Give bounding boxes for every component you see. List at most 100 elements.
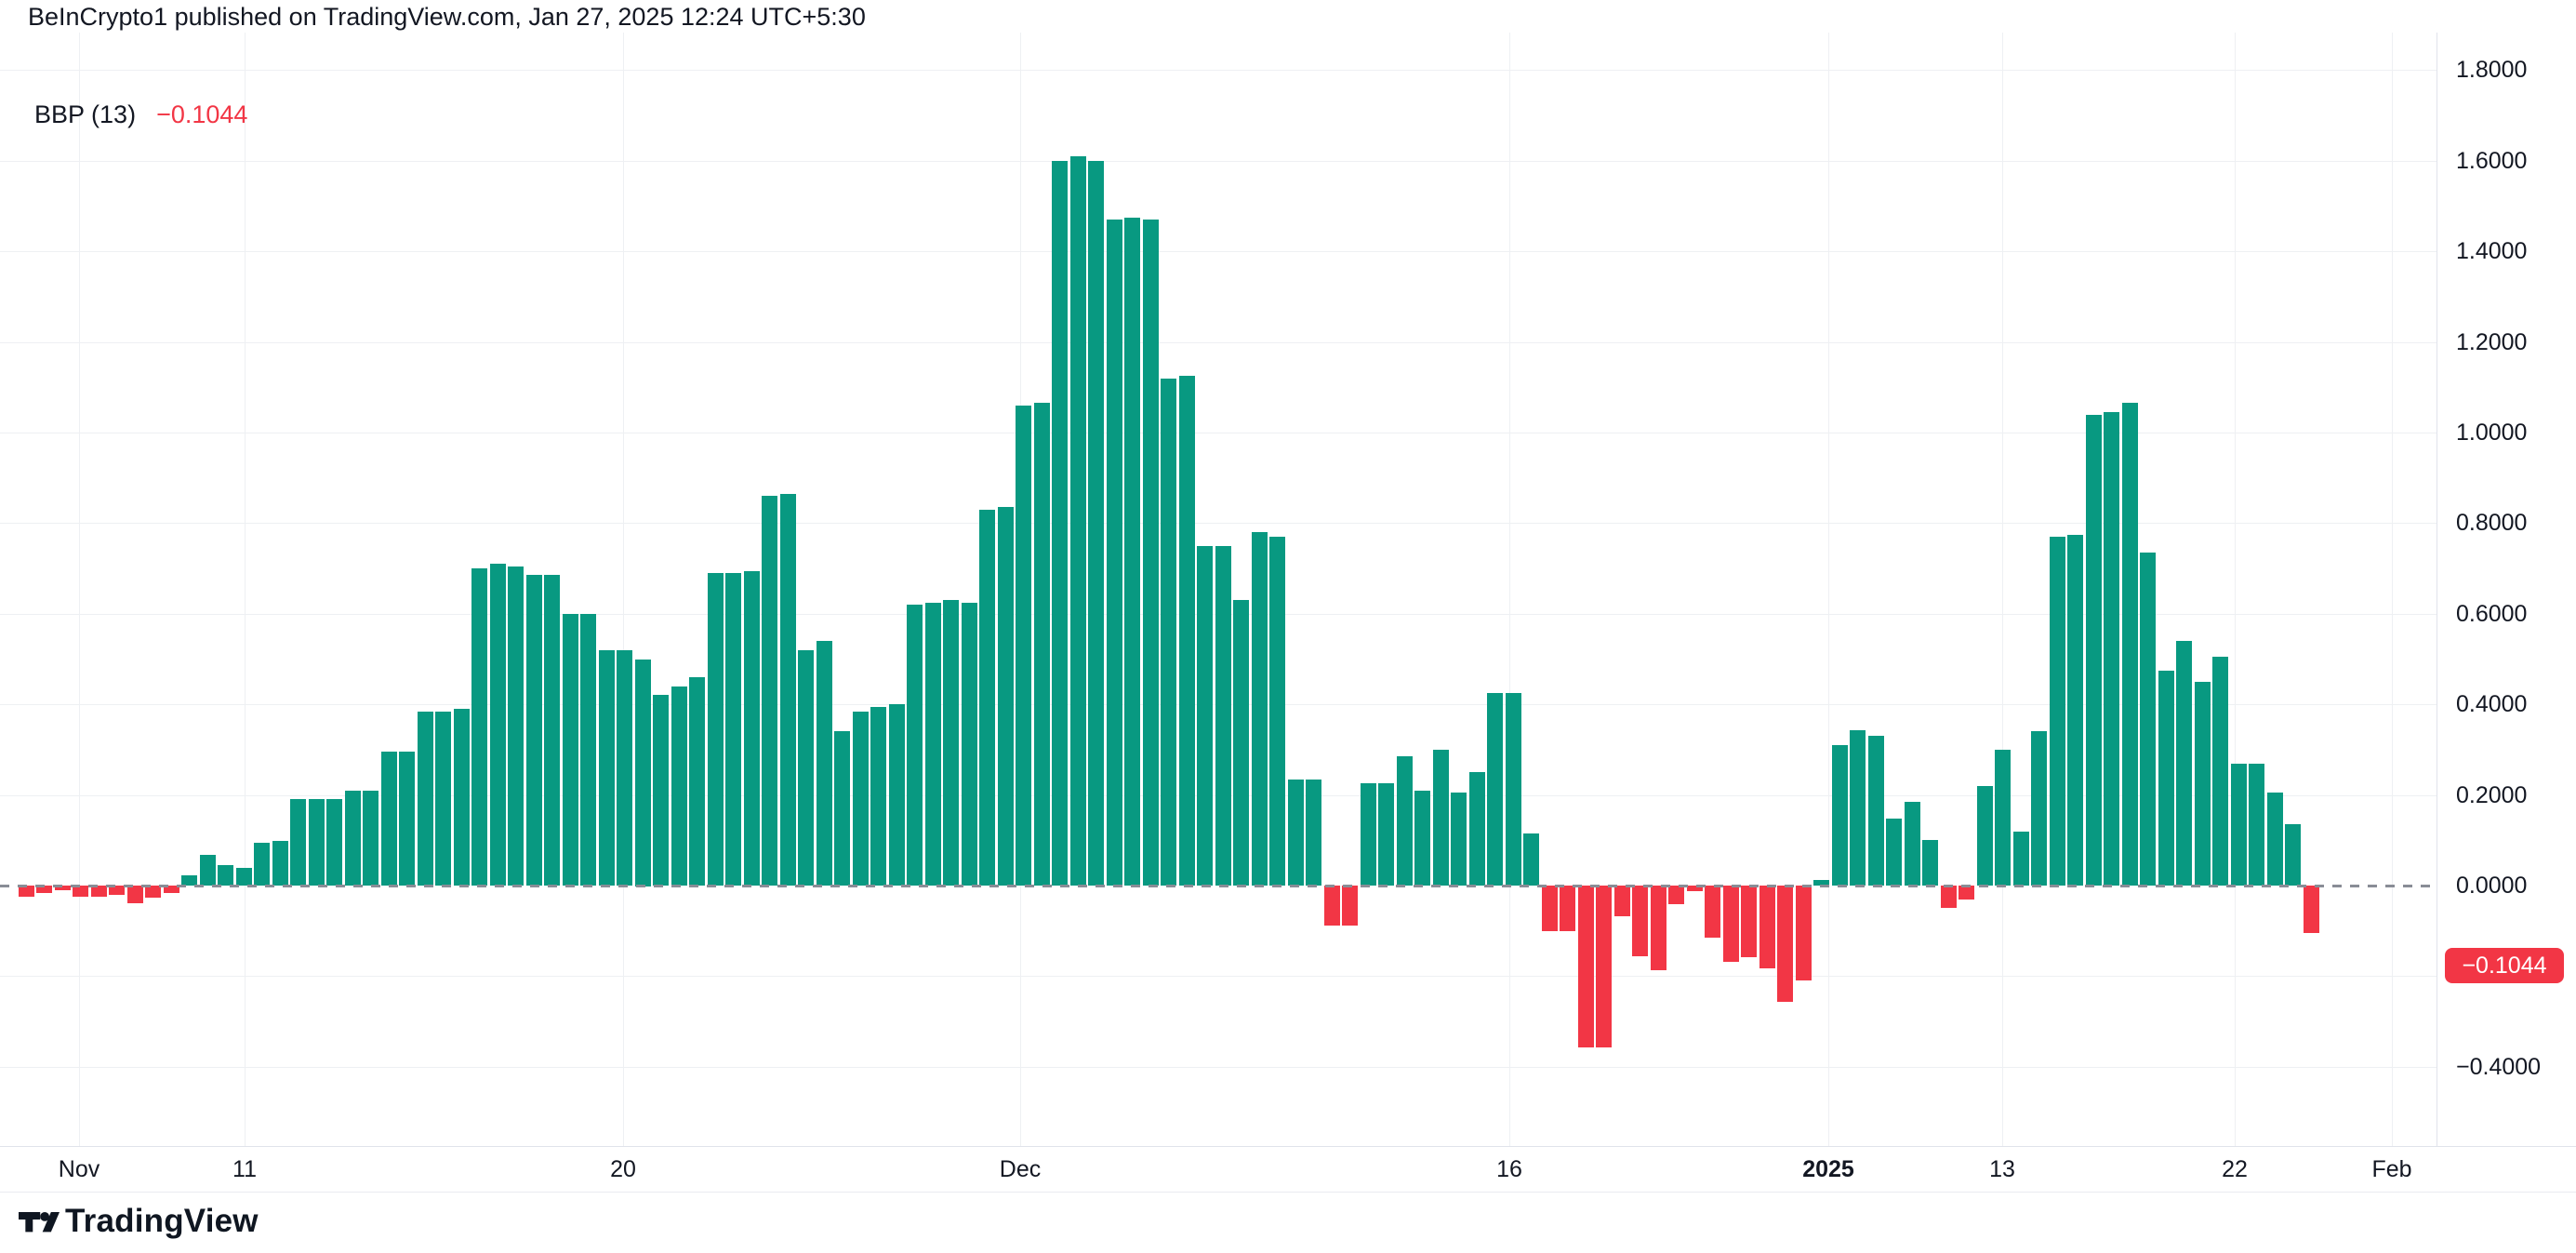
histogram-bar[interactable]	[1124, 218, 1140, 886]
histogram-bar[interactable]	[1905, 802, 1920, 886]
histogram-bar[interactable]	[1034, 403, 1050, 886]
histogram-bar[interactable]	[1433, 750, 1449, 886]
histogram-bar[interactable]	[272, 841, 288, 886]
histogram-bar[interactable]	[55, 886, 71, 890]
histogram-bar[interactable]	[998, 507, 1014, 886]
histogram-bar[interactable]	[1161, 379, 1176, 886]
histogram-bar[interactable]	[671, 686, 687, 886]
histogram-bar[interactable]	[1107, 220, 1122, 886]
histogram-bar[interactable]	[1070, 156, 1086, 886]
histogram-bar[interactable]	[1342, 886, 1358, 926]
histogram-bar[interactable]	[1632, 886, 1648, 956]
histogram-bar[interactable]	[1977, 786, 1993, 886]
histogram-bar[interactable]	[1759, 886, 1775, 968]
time-axis[interactable]: Nov 11 20 Dec 16 2025 13 22 Feb	[0, 1146, 2576, 1193]
histogram-bar[interactable]	[1723, 886, 1739, 962]
histogram-bar[interactable]	[962, 603, 977, 886]
histogram-bar[interactable]	[1523, 833, 1539, 886]
histogram-bar[interactable]	[2067, 535, 2083, 886]
histogram-bar[interactable]	[363, 791, 378, 886]
histogram-bar[interactable]	[2086, 415, 2102, 886]
histogram-bar[interactable]	[2176, 641, 2192, 886]
histogram-bar[interactable]	[1596, 886, 1612, 1047]
histogram-bar[interactable]	[889, 704, 905, 886]
histogram-bar[interactable]	[1469, 772, 1485, 886]
histogram-bar[interactable]	[870, 707, 886, 886]
histogram-bar[interactable]	[580, 614, 596, 886]
histogram-bar[interactable]	[1143, 220, 1159, 886]
histogram-bar[interactable]	[236, 868, 252, 886]
histogram-bar[interactable]	[2304, 886, 2319, 933]
histogram-bar[interactable]	[2195, 682, 2211, 886]
histogram-bar[interactable]	[2212, 657, 2228, 886]
brand-name[interactable]: TradingView	[65, 1203, 259, 1239]
histogram-bar[interactable]	[1052, 161, 1068, 886]
histogram-bar[interactable]	[1777, 886, 1793, 1002]
histogram-bar[interactable]	[1506, 693, 1521, 886]
histogram-bar[interactable]	[1941, 886, 1957, 908]
histogram-bar[interactable]	[1614, 886, 1630, 916]
histogram-bar[interactable]	[798, 650, 814, 886]
histogram-bar[interactable]	[254, 843, 270, 886]
histogram-bar[interactable]	[979, 510, 995, 886]
histogram-bar[interactable]	[1414, 791, 1430, 886]
histogram-bar[interactable]	[200, 855, 216, 886]
histogram-bar[interactable]	[181, 875, 197, 886]
histogram-bar[interactable]	[2231, 764, 2247, 886]
histogram-bar[interactable]	[2122, 403, 2138, 886]
histogram-bar[interactable]	[1233, 600, 1249, 886]
histogram-bar[interactable]	[91, 886, 107, 897]
indicator-legend[interactable]: BBP (13) −0.1044	[34, 100, 247, 129]
histogram-bar[interactable]	[164, 886, 179, 893]
histogram-bar[interactable]	[1269, 537, 1285, 886]
histogram-bar[interactable]	[1088, 161, 1104, 886]
histogram-bar[interactable]	[1252, 532, 1268, 886]
histogram-bar[interactable]	[1016, 406, 1031, 886]
histogram-bar[interactable]	[1995, 750, 2011, 886]
histogram-bar[interactable]	[834, 731, 850, 886]
histogram-bar[interactable]	[218, 865, 233, 886]
indicator-pane[interactable]: BBP (13) −0.1044	[0, 33, 2437, 1146]
histogram-bar[interactable]	[635, 660, 651, 886]
histogram-bar[interactable]	[907, 605, 923, 886]
histogram-bar[interactable]	[817, 641, 832, 886]
histogram-bar[interactable]	[454, 709, 470, 886]
histogram-bar[interactable]	[2285, 824, 2301, 886]
histogram-bar[interactable]	[708, 573, 724, 886]
tradingview-logo-icon[interactable]	[19, 1206, 60, 1239]
histogram-bar[interactable]	[2158, 671, 2174, 886]
histogram-bar[interactable]	[689, 677, 705, 886]
histogram-bar[interactable]	[399, 752, 415, 886]
histogram-bar[interactable]	[1179, 376, 1195, 886]
histogram-bar[interactable]	[1868, 736, 1884, 886]
histogram-bar[interactable]	[1324, 886, 1340, 926]
histogram-bar[interactable]	[1560, 886, 1575, 931]
histogram-bar[interactable]	[2031, 731, 2047, 886]
histogram-bar[interactable]	[563, 614, 578, 886]
histogram-bar[interactable]	[1705, 886, 1720, 938]
histogram-bar[interactable]	[1578, 886, 1594, 1047]
histogram-bar[interactable]	[1796, 886, 1812, 980]
histogram-bar[interactable]	[1687, 886, 1703, 891]
histogram-bar[interactable]	[653, 695, 669, 886]
histogram-bar[interactable]	[508, 567, 524, 886]
histogram-bar[interactable]	[109, 886, 125, 895]
price-axis[interactable]: 1.8000 1.6000 1.4000 1.2000 1.0000 0.8000 0.60…	[2437, 33, 2576, 1146]
histogram-bar[interactable]	[1542, 886, 1558, 931]
histogram-bar[interactable]	[471, 568, 487, 886]
histogram-bar[interactable]	[309, 799, 325, 886]
histogram-bar[interactable]	[544, 575, 560, 886]
histogram-bar[interactable]	[127, 886, 143, 903]
histogram-bar[interactable]	[1850, 730, 1866, 886]
histogram-bar[interactable]	[1215, 546, 1231, 886]
histogram-bar[interactable]	[1959, 886, 1974, 900]
histogram-bar[interactable]	[725, 573, 741, 886]
histogram-bar[interactable]	[1832, 745, 1848, 886]
histogram-bar[interactable]	[2249, 764, 2264, 886]
histogram-bar[interactable]	[1668, 886, 1684, 904]
histogram-bar[interactable]	[19, 886, 34, 897]
histogram-bar[interactable]	[490, 564, 506, 886]
histogram-bar[interactable]	[1451, 793, 1467, 886]
histogram-bar[interactable]	[73, 886, 88, 897]
histogram-bar[interactable]	[1378, 783, 1394, 886]
